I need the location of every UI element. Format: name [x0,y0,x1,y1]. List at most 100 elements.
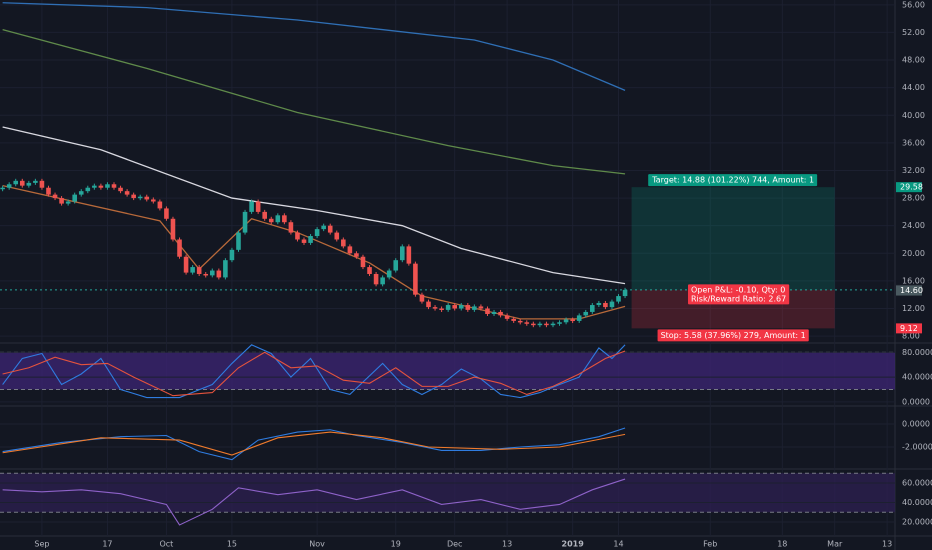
candle [504,315,510,319]
y-tick-label: 28.00 [902,194,925,203]
label-text: Open P&L: -0.10, Qty: 0 [691,285,785,294]
price-tag-label: 14.60 [900,286,923,295]
label-text: Stop: 5.58 (37.96%) 279, Amount: 1 [661,331,806,340]
y-tick-label: -2.0000 [902,443,932,452]
y-tick-label: 20.0000 [902,518,932,527]
candle [268,218,274,223]
y-tick-label: 16.00 [902,276,925,285]
candle [183,256,189,273]
candle [517,320,523,323]
candle [19,180,25,186]
candle [393,260,399,271]
candle [111,184,117,188]
label-background [648,174,818,187]
y-tick-label: 48.00 [902,56,925,65]
candle [92,185,97,188]
candle [485,308,490,315]
indicator-band [0,473,895,513]
candle [85,187,91,192]
indicator-line [2,478,626,526]
candle [6,184,12,188]
candle [242,211,248,233]
x-tick-label: 18 [777,540,787,549]
candle [137,196,143,199]
candle [65,201,71,204]
candle [39,180,45,188]
label-group: Target: 14.88 (101.22%) 744, Amount: 1 [648,174,818,187]
candle [498,311,503,316]
x-tick-label: 2019 [562,540,585,549]
x-tick-label: Dec [447,540,462,549]
candle [576,315,582,321]
indicator-line [2,431,626,456]
candle [52,194,58,199]
candle [432,307,438,309]
x-tick-label: Sep [34,540,49,549]
candle [341,239,346,247]
price-tag-label: 29.58 [900,183,923,192]
candle [295,232,300,240]
y-tick-label: 44.00 [902,83,925,92]
candle [544,323,549,326]
candle [157,201,163,209]
candle [164,208,169,219]
candle [445,305,451,310]
moving-average [2,126,626,285]
candle [596,302,602,306]
candle [78,191,84,195]
candle [603,302,608,308]
candle [124,191,130,195]
x-tick-label: Oct [159,540,173,549]
candle [531,323,536,326]
candle [406,246,412,264]
label-background [688,284,790,305]
candle [209,270,215,276]
candle [255,201,261,212]
candle [262,211,267,219]
candle [478,306,484,309]
candle [321,225,326,230]
price-tag-label: 9.12 [900,324,918,333]
candle [616,296,621,302]
y-tick-label: 20.00 [902,249,925,258]
y-tick-label: 12.00 [902,304,925,313]
candle [249,201,254,212]
candle [426,301,431,308]
candle [72,194,77,202]
candle [347,246,353,254]
y-tick-label: 40.0000 [902,373,932,382]
candle [354,253,359,257]
label-text: Risk/Reward Ratio: 2.67 [691,294,786,303]
candle [26,182,32,186]
indicator-band [0,352,895,390]
candle [373,273,379,285]
y-tick-label: 0.0000 [902,420,930,429]
candle [563,319,569,323]
candle [537,323,543,326]
candle [170,218,176,240]
candle [46,187,51,195]
y-tick-label: 8.00 [902,332,920,341]
y-tick-label: 56.00 [902,0,925,9]
candle [583,311,589,316]
candle [472,306,477,310]
candle [229,249,235,261]
y-tick-label: 80.0000 [902,348,932,357]
candle [622,289,628,297]
y-tick-label: 60.0000 [902,478,932,487]
candle [118,187,123,192]
candle [282,215,287,223]
candle [465,305,471,310]
candle [301,239,307,243]
candle [288,222,294,233]
candle [399,246,405,261]
candle [105,184,110,188]
candle [59,198,64,204]
candle [439,308,444,310]
y-tick-label: 52.00 [902,28,925,37]
candle [13,180,19,185]
candle [314,229,320,237]
candle [524,322,530,324]
